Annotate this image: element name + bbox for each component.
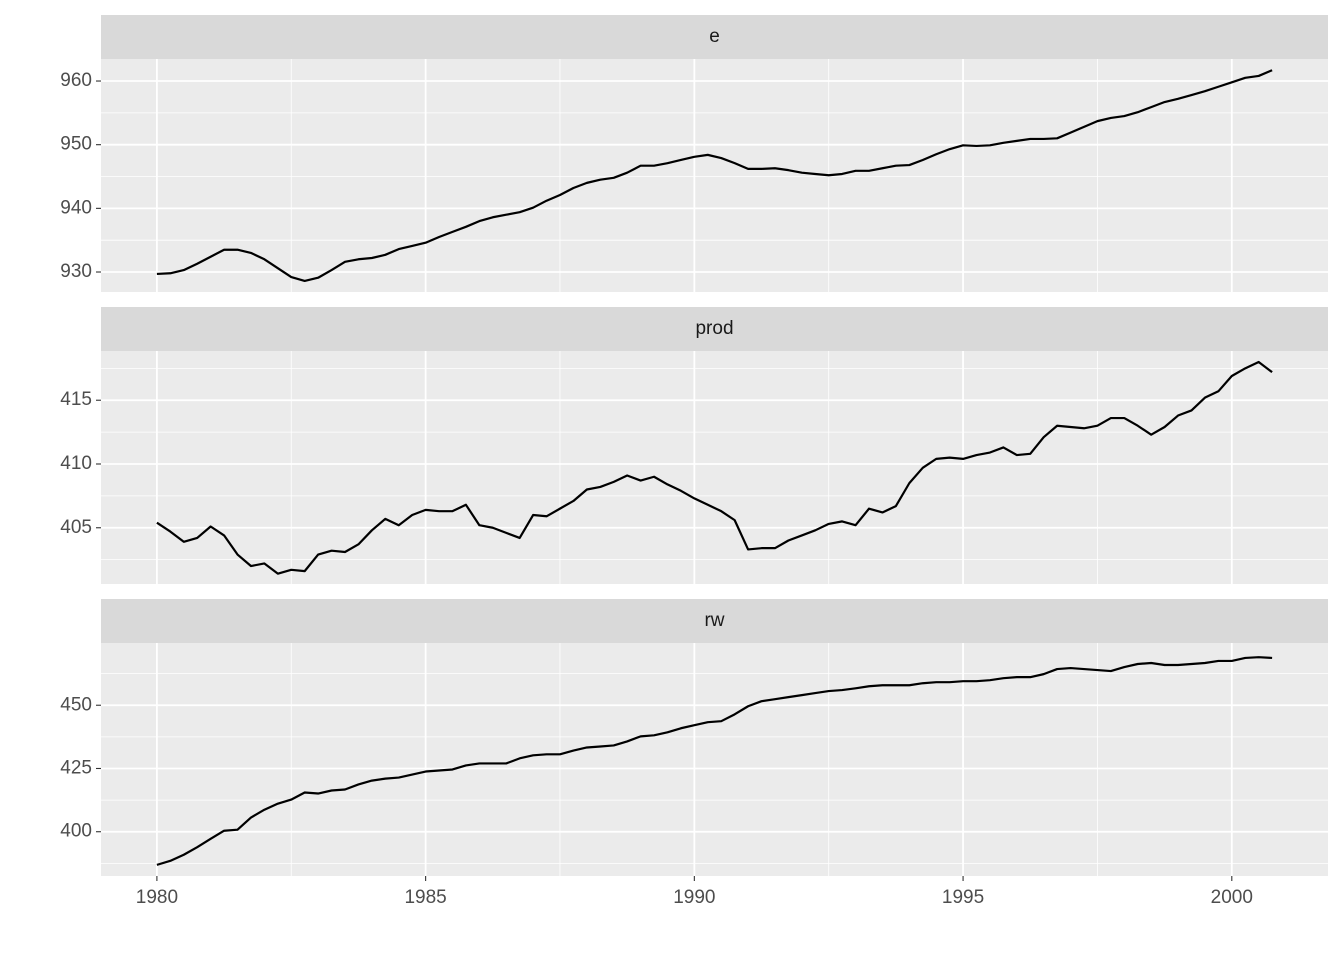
x-tick-label: 1980 [136,887,178,908]
y-tick-label: 960 [60,70,92,91]
y-tick-label: 410 [60,453,92,474]
panel [101,351,1328,584]
panel [101,643,1328,876]
y-tick-label: 405 [60,517,92,538]
strip-label: rw [704,610,724,631]
strip-label: prod [695,318,733,339]
x-tick-label: 1990 [673,887,715,908]
data-line [156,69,1273,283]
strip-label: e [709,26,720,47]
x-tick-label: 1995 [942,887,984,908]
x-tick-label: 1985 [404,887,446,908]
panel [101,59,1328,292]
y-tick-label: 415 [60,389,92,410]
data-line [156,656,1273,866]
strip [101,599,1328,643]
y-tick-label: 450 [60,694,92,715]
strip [101,307,1328,351]
y-tick-label: 425 [60,757,92,778]
y-tick-label: 940 [60,197,92,218]
strip [101,15,1328,59]
y-tick-label: 400 [60,821,92,842]
data-line [156,360,1273,575]
x-tick-label: 2000 [1211,887,1253,908]
y-tick-label: 950 [60,134,92,155]
y-tick-label: 930 [60,261,92,282]
